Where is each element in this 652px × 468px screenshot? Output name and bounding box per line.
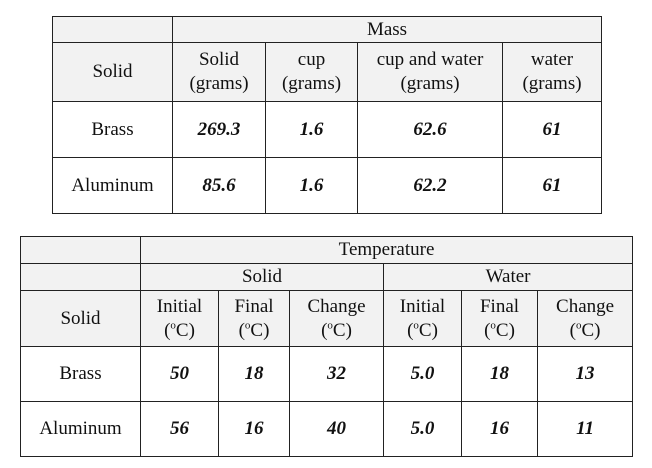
mass-col-header: Solid (grams): [172, 42, 266, 102]
table-row: Brass 269.3 1.6 62.6 61: [52, 101, 602, 158]
temperature-table: Temperature Solid Water Solid Initial (oC…: [20, 236, 634, 457]
cell-value: 61: [502, 101, 602, 158]
table-row: Aluminum 85.6 1.6 62.2 61: [52, 157, 602, 214]
cell-value: 32: [289, 346, 384, 402]
temp-solid-header: Solid: [20, 290, 141, 347]
row-label: Brass: [20, 346, 141, 402]
temp-col-header: Change (oC): [289, 290, 384, 347]
cell-value: 18: [218, 346, 290, 402]
cell-value: 61: [502, 157, 602, 214]
cell-value: 40: [289, 401, 384, 457]
mass-corner-cell: [52, 16, 173, 43]
cell-value: 13: [536, 346, 634, 402]
cell-value: 5.0: [383, 346, 462, 402]
cell-value: 5.0: [383, 401, 462, 457]
cell-value: 50: [140, 346, 219, 402]
temp-col-header: Initial (oC): [383, 290, 462, 347]
row-label: Brass: [52, 101, 173, 158]
cell-value: 269.3: [172, 101, 266, 158]
mass-solid-header: Solid: [52, 42, 173, 102]
row-label: Aluminum: [20, 401, 141, 457]
cell-value: 62.2: [357, 157, 503, 214]
temp-col-header: Initial (oC): [140, 290, 219, 347]
table-row: Brass 50 18 32 5.0 18 13: [20, 346, 634, 402]
cell-value: 16: [461, 401, 538, 457]
cell-value: 16: [218, 401, 290, 457]
temp-subgroup-solid: Solid: [140, 263, 384, 291]
temp-col-header: Change (oC): [536, 290, 634, 347]
cell-value: 1.6: [265, 101, 358, 158]
table-row: Aluminum 56 16 40 5.0 16 11: [20, 401, 634, 457]
mass-table: Mass Solid Solid (grams) cup (grams) cup a…: [52, 16, 602, 214]
temp-group-header: Temperature: [139, 236, 634, 264]
temp-col-header: Final (oC): [461, 290, 538, 347]
cell-value: 1.6: [265, 157, 358, 214]
temp-corner-cell-2: [20, 263, 141, 291]
mass-group-header: Mass: [172, 16, 602, 43]
cell-value: 62.6: [357, 101, 503, 158]
temp-corner-cell: [20, 236, 141, 264]
row-label: Aluminum: [52, 157, 173, 214]
cell-value: 18: [461, 346, 538, 402]
temp-subgroup-water: Water: [382, 263, 634, 291]
cell-value: 85.6: [172, 157, 266, 214]
mass-col-header: cup (grams): [265, 42, 358, 102]
temp-col-header: Final (oC): [218, 290, 290, 347]
mass-col-header: water (grams): [502, 42, 602, 102]
mass-col-header: cup and water (grams): [357, 42, 503, 102]
cell-value: 11: [536, 401, 634, 457]
cell-value: 56: [140, 401, 219, 457]
